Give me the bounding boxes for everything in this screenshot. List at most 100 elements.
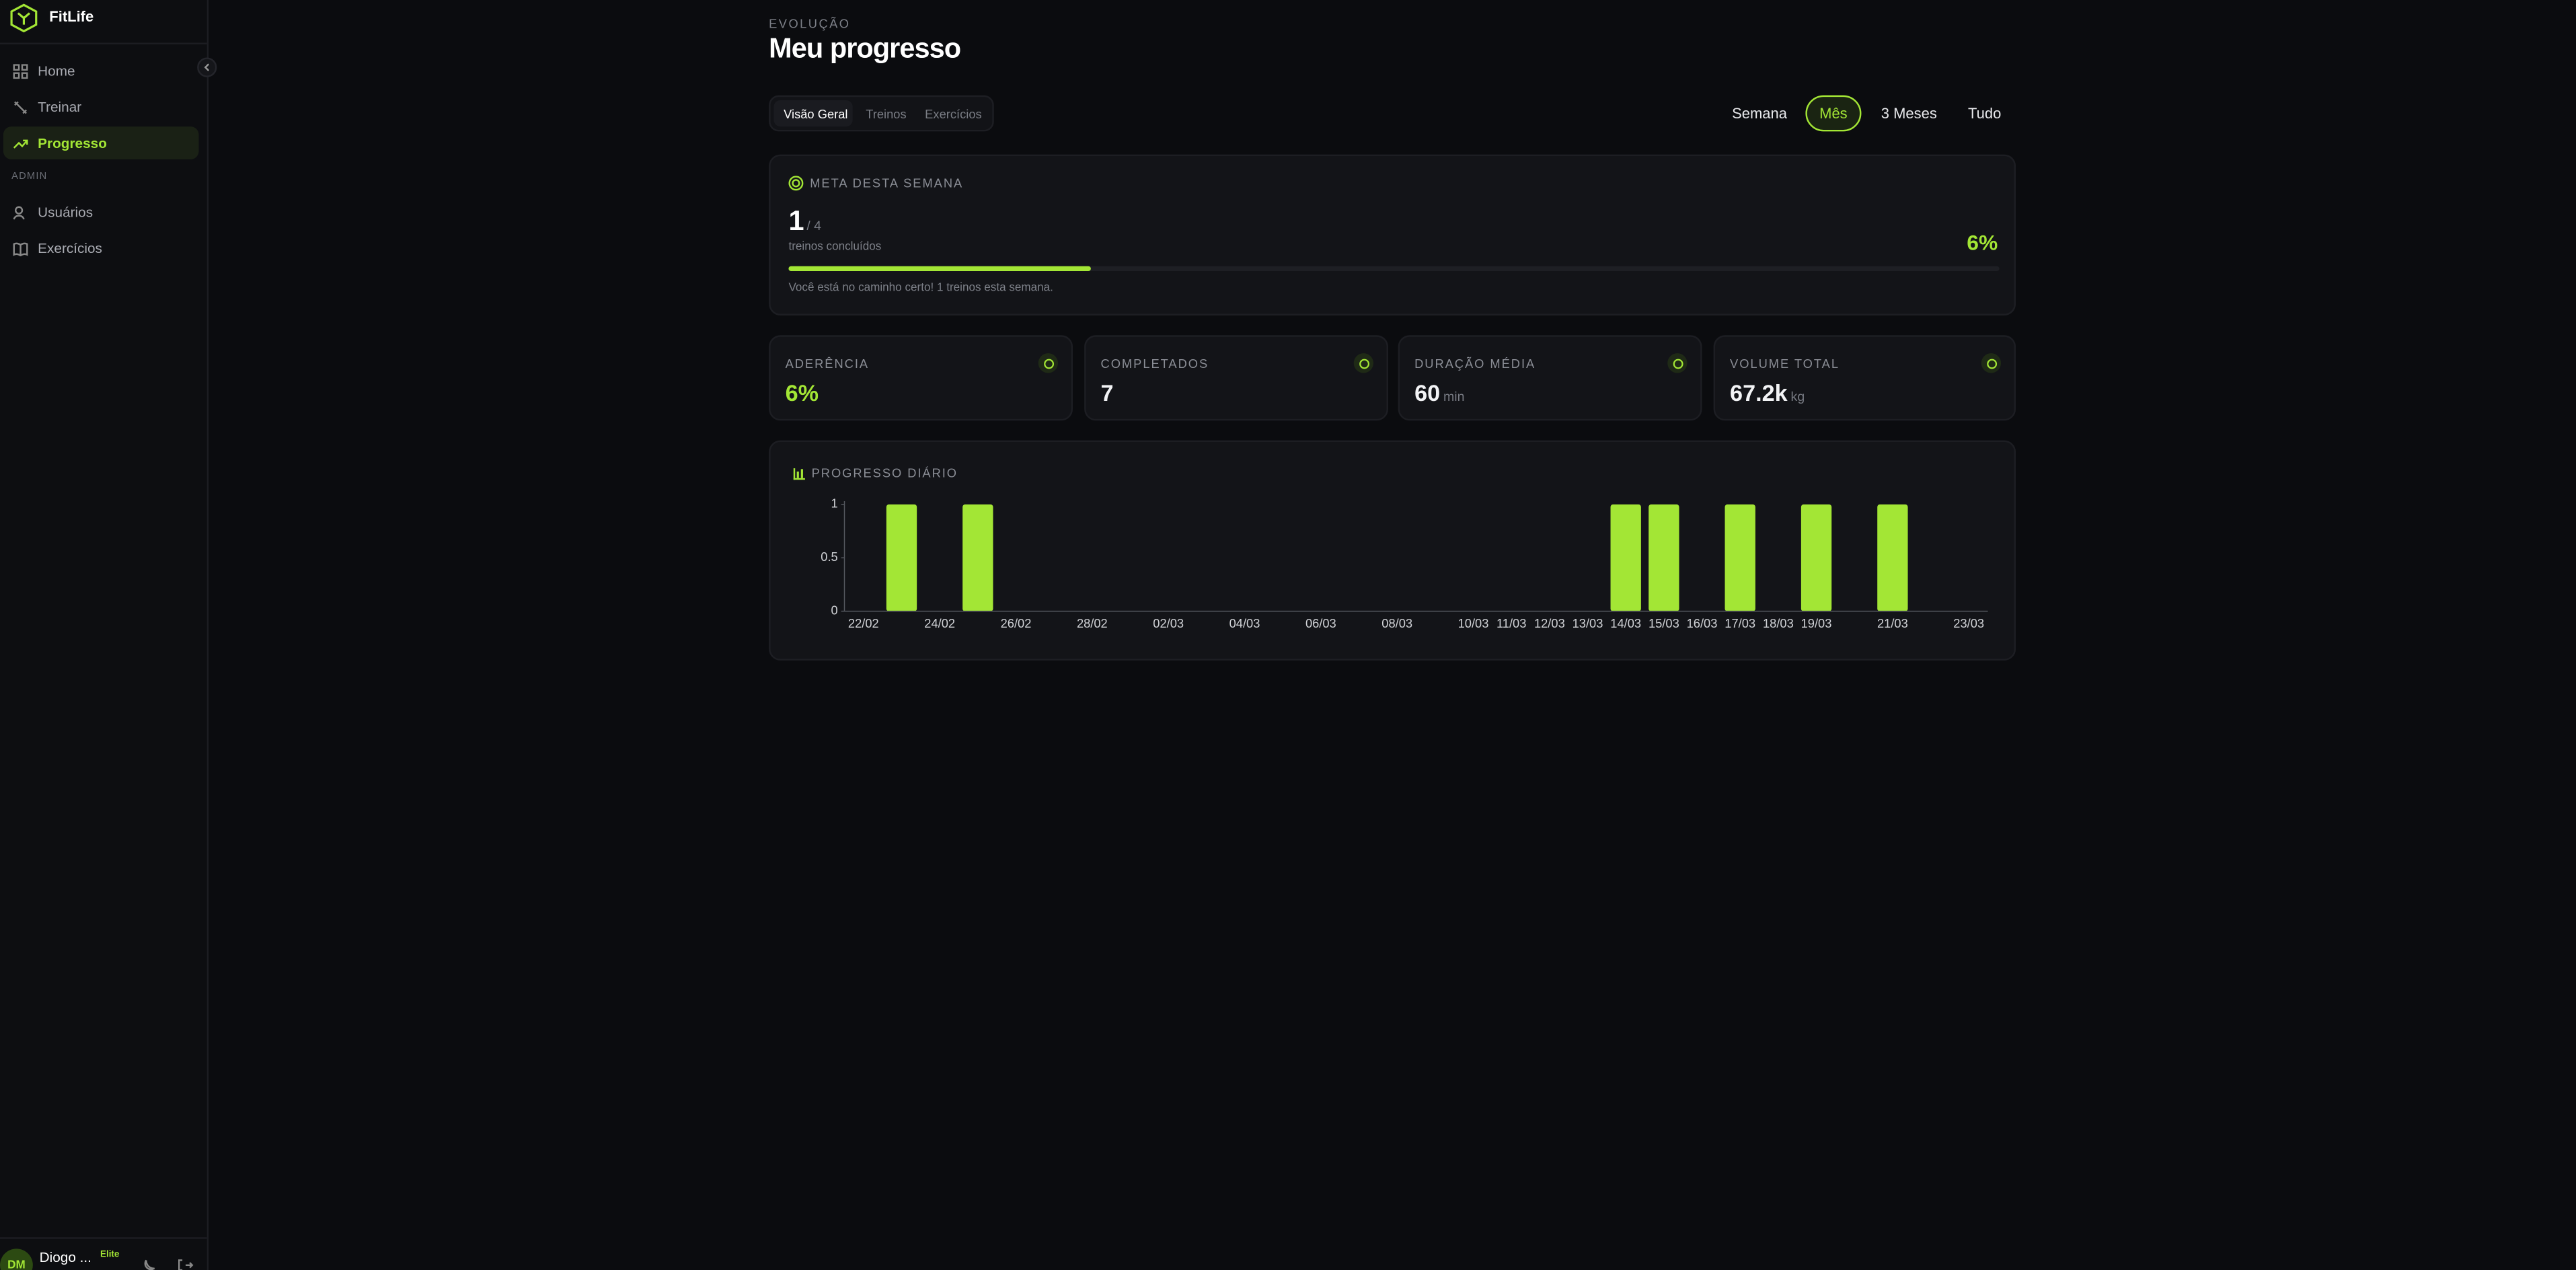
nav-label: Home [38, 62, 75, 79]
period-button[interactable]: Semana [1732, 105, 1787, 122]
collapse-button[interactable] [197, 57, 217, 77]
chart: PROGRESSO DIÁRIO 0 0.5 1 22/02 24/02 26/02 28/… [793, 466, 1988, 630]
nav-icon [13, 139, 28, 148]
stat-label: COMPLETADOS [1100, 357, 1209, 372]
tab[interactable]: Treinos [866, 106, 907, 122]
nav-item[interactable]: Usuários [3, 196, 199, 229]
chart-card: PROGRESSO DIÁRIO 0 0.5 1 22/02 24/02 26/02 28/… [769, 440, 2016, 661]
x-tick-label: 15/03 [1649, 616, 1679, 630]
brand: FitLife [49, 8, 94, 25]
stat-label: ADERÊNCIA [785, 357, 870, 372]
bar [1877, 504, 1908, 611]
sidebar: FitLife Home Treinar Progresso ADMIN Usu… [0, 0, 217, 1270]
x-tick-label: 06/03 [1305, 616, 1336, 630]
x-tick-label: 18/03 [1763, 616, 1794, 630]
stat-unit: kg [1790, 389, 1805, 404]
bar [886, 504, 917, 611]
nav-item[interactable]: Exercícios [3, 231, 199, 264]
goal-target: / 4 [806, 218, 822, 233]
nav-icon [13, 241, 28, 256]
stat-icon-glyph [1358, 358, 1369, 369]
goal-icon [788, 176, 804, 191]
stat-value: 6% [786, 379, 819, 406]
x-tick-label: 11/03 [1497, 616, 1526, 630]
x-tick-label: 22/02 [848, 616, 879, 630]
goal-message: Você está no caminho certo! 1 treinos es… [788, 283, 1053, 295]
logo [10, 3, 38, 33]
x-tick-label: 12/03 [1534, 616, 1565, 630]
chart-title: PROGRESSO DIÁRIO [812, 466, 958, 480]
y-tick-label: 1 [831, 496, 838, 511]
stat-icon-glyph [1043, 358, 1053, 369]
stat-icon-glyph [1672, 358, 1683, 369]
stat-value: 60 min [1414, 379, 1464, 406]
stat-number: 60 [1414, 379, 1441, 406]
bar [1610, 504, 1641, 611]
stat-unit: min [1443, 389, 1465, 404]
stat-card: DURAÇÃO MÉDIA 60 min [1398, 335, 1702, 421]
user-badge: Elite [100, 1250, 120, 1261]
nav-label: Usuários [38, 203, 93, 221]
period-button[interactable]: Tudo [1968, 105, 2002, 122]
stat-value: 67.2k kg [1730, 379, 1805, 406]
stat-icon [1038, 353, 1059, 373]
x-tick-label: 17/03 [1725, 616, 1755, 630]
goal-caption: treinos concluídos [788, 241, 882, 254]
nav-label: Treinar [38, 98, 82, 115]
tab-active[interactable]: Visão Geral [784, 106, 848, 122]
x-tick-label: 02/03 [1153, 616, 1184, 630]
bar [962, 504, 993, 611]
stat-icon [1981, 353, 2002, 373]
divider [0, 42, 207, 44]
collapse-icon [204, 63, 210, 71]
y-tick-label: 0.5 [821, 550, 837, 564]
stat-card: VOLUME TOTAL 67.2k kg [1713, 335, 2016, 421]
x-tick-label: 14/03 [1610, 616, 1641, 630]
stat-number: 67.2k [1730, 379, 1788, 406]
bar [1649, 504, 1679, 611]
bar [1801, 504, 1832, 611]
goal-label: META DESTA SEMANA [810, 176, 964, 191]
x-tick-label: 28/02 [1077, 616, 1108, 630]
progress-track [788, 266, 2000, 272]
nav-icon [13, 205, 25, 219]
goal-percent: 6% [1967, 229, 1998, 255]
nav-section: ADMIN [11, 172, 48, 183]
nav-item-active[interactable]: Progresso [3, 126, 199, 159]
stat-label: DURAÇÃO MÉDIA [1414, 357, 1536, 372]
nav-label: Progresso [38, 135, 107, 151]
x-tick-label: 08/03 [1381, 616, 1412, 630]
tab[interactable]: Exercícios [925, 106, 982, 122]
stat-value: 7 [1101, 379, 1114, 406]
x-tick-label: 26/02 [1001, 616, 1032, 630]
stat-card: ADERÊNCIA 6% [769, 335, 1073, 421]
nav-icon [14, 100, 27, 114]
period-button-active[interactable]: Mês [1805, 95, 1862, 132]
x-tick-label: 16/03 [1687, 616, 1718, 630]
nav-item[interactable]: Treinar [3, 90, 199, 123]
bar [1725, 504, 1755, 611]
stat-label: VOLUME TOTAL [1730, 357, 1840, 372]
x-tick-label: 19/03 [1801, 616, 1832, 630]
x-tick-label: 21/03 [1877, 616, 1908, 630]
user-actions[interactable] [143, 1259, 196, 1270]
nav-icon [13, 63, 28, 79]
chart-icon [793, 468, 805, 480]
stat-number: 7 [1100, 379, 1114, 406]
avatar[interactable]: DM [0, 1248, 33, 1270]
nav-item[interactable]: Home [3, 54, 199, 87]
y-tick-label: 0 [831, 603, 838, 617]
stat-card: COMPLETADOS 7 [1084, 335, 1388, 421]
period-button[interactable]: 3 Meses [1881, 105, 1937, 122]
stat-icon [1667, 353, 1688, 373]
eyebrow: EVOLUÇÃO [769, 16, 851, 32]
stat-icon [1353, 353, 1374, 373]
progress-fill [788, 266, 1092, 272]
goal-card: META DESTA SEMANA 1 / 4 treinos concluíd… [769, 154, 2016, 315]
x-tick-label: 24/02 [924, 616, 955, 630]
page-title: Meu progresso [769, 32, 961, 65]
x-tick-label: 10/03 [1458, 616, 1489, 630]
